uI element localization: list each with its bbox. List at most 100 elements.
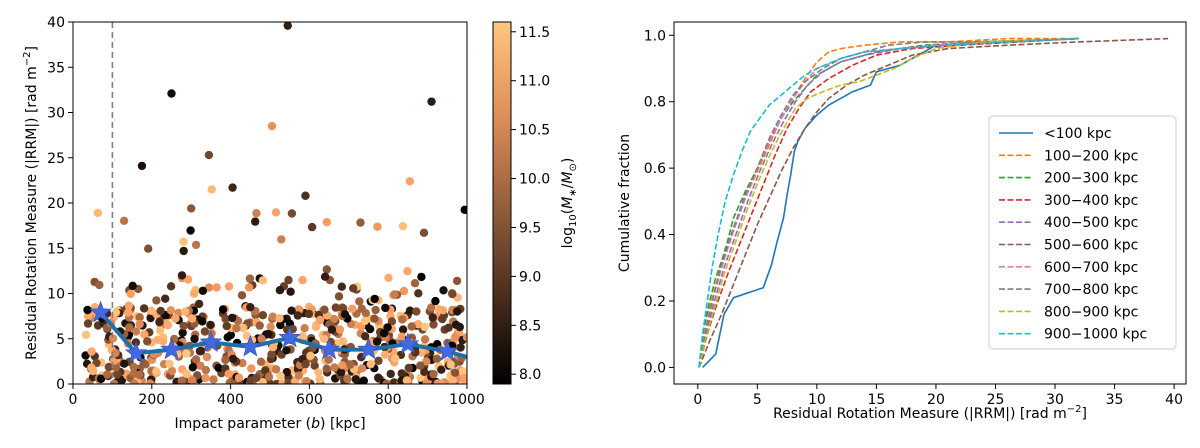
x-tick-label: 400 — [217, 392, 244, 408]
scatter-point — [165, 359, 174, 368]
y-tick-label: 40 — [47, 15, 65, 31]
y-tick-label: 15 — [47, 241, 65, 257]
cdf-lines — [698, 37, 1169, 368]
scatter-point — [438, 314, 447, 324]
scatter-point — [191, 355, 201, 364]
scatter-point — [276, 320, 285, 330]
colorbar-tick-label: 9.5 — [519, 220, 541, 236]
scatter-point — [428, 313, 437, 322]
scatter-point — [366, 360, 375, 369]
scatter-point — [453, 307, 462, 316]
scatter-point — [187, 204, 196, 213]
y-tick-label: 0.0 — [644, 360, 666, 376]
left-x-ticks: 0 200 400 600 800 1000 — [69, 384, 485, 408]
median-star-marker — [317, 337, 341, 360]
scatter-point — [330, 363, 339, 372]
scatter-point — [244, 283, 254, 292]
scatter-point — [178, 328, 187, 337]
scatter-point — [407, 322, 416, 331]
scatter-point — [271, 208, 281, 217]
scatter-point — [356, 218, 365, 227]
legend-label: 600−700 kpc — [1044, 260, 1138, 276]
scatter-point — [429, 369, 438, 379]
legend-label: 200−300 kpc — [1044, 171, 1138, 187]
scatter-point — [384, 273, 393, 282]
scatter-point — [372, 337, 382, 346]
scatter-point — [414, 289, 423, 298]
scatter-point — [307, 222, 317, 232]
scatter-point — [261, 366, 270, 375]
scatter-point — [439, 286, 448, 295]
right-axes-frame — [673, 21, 1187, 385]
scatter-point — [446, 360, 455, 369]
scatter-point — [451, 332, 460, 341]
scatter-point — [405, 177, 415, 186]
scatter-point — [319, 334, 329, 344]
x-tick-label: 15 — [868, 392, 886, 408]
legend-label: <100 kpc — [1044, 126, 1112, 142]
scatter-point — [324, 355, 333, 364]
scatter-point — [420, 322, 429, 332]
scatter-point — [83, 319, 93, 328]
scatter-point — [207, 185, 216, 194]
scatter-point — [245, 274, 255, 283]
scatter-point — [112, 370, 122, 379]
scatter-point — [286, 287, 295, 296]
right-panel: 0 5 10 15 20 25 30 35 40 0.0 0.2 0.4 0.6 0.8 1.0 Resi… — [617, 21, 1187, 422]
scatter-point — [171, 314, 180, 323]
scatter-point — [258, 276, 267, 285]
scatter-point — [111, 348, 120, 358]
scatter-point — [83, 312, 93, 321]
scatter-point — [140, 330, 149, 339]
scatter-point — [145, 379, 155, 384]
scatter-point — [433, 379, 443, 384]
median-star-marker — [435, 339, 459, 361]
scatter-point — [456, 343, 465, 352]
scatter-point — [258, 311, 268, 320]
scatter-point — [188, 376, 197, 384]
scatter-point — [103, 370, 112, 379]
scatter-point — [351, 375, 360, 384]
scatter-point — [221, 355, 230, 365]
scatter-point — [191, 240, 201, 250]
scatter-point — [179, 246, 188, 256]
scatter-point — [284, 378, 293, 384]
scatter-point — [166, 306, 175, 315]
scatter-point — [111, 363, 121, 372]
scatter-point — [129, 362, 138, 372]
y-tick-label: 30 — [47, 106, 65, 122]
y-tick-label: 0 — [56, 377, 65, 393]
scatter-point — [282, 367, 291, 377]
scatter-point — [373, 222, 382, 231]
scatter-point — [374, 356, 383, 365]
scatter-points — [81, 22, 467, 384]
y-tick-label: 35 — [47, 60, 65, 76]
x-tick-label: 600 — [296, 392, 323, 408]
scatter-point — [301, 191, 310, 200]
scatter-point — [182, 349, 191, 358]
legend-box — [988, 115, 1177, 350]
scatter-point — [124, 301, 133, 310]
x-tick-label: 40 — [1165, 392, 1183, 408]
scatter-point — [264, 372, 274, 381]
scatter-point — [287, 209, 297, 218]
scatter-point — [391, 354, 400, 363]
scatter-point — [300, 324, 309, 333]
left-y-ticks: 0 5 10 15 20 25 30 35 40 — [47, 15, 73, 393]
scatter-point — [322, 265, 331, 274]
scatter-point — [315, 315, 325, 325]
cdf-line — [698, 37, 1079, 368]
scatter-point — [346, 360, 355, 369]
scatter-point — [452, 276, 462, 286]
scatter-point — [198, 317, 207, 326]
scatter-point — [139, 304, 149, 313]
scatter-point — [224, 282, 234, 291]
scatter-point — [224, 369, 233, 379]
scatter-point — [397, 369, 406, 378]
scatter-point — [357, 304, 366, 313]
colorbar-ticks: 8.0 8.5 9.0 9.5 10.0 10.5 11.0 11.5 — [511, 25, 550, 383]
scatter-point — [320, 272, 330, 281]
scatter-point — [349, 284, 358, 293]
scatter-point — [247, 364, 256, 373]
